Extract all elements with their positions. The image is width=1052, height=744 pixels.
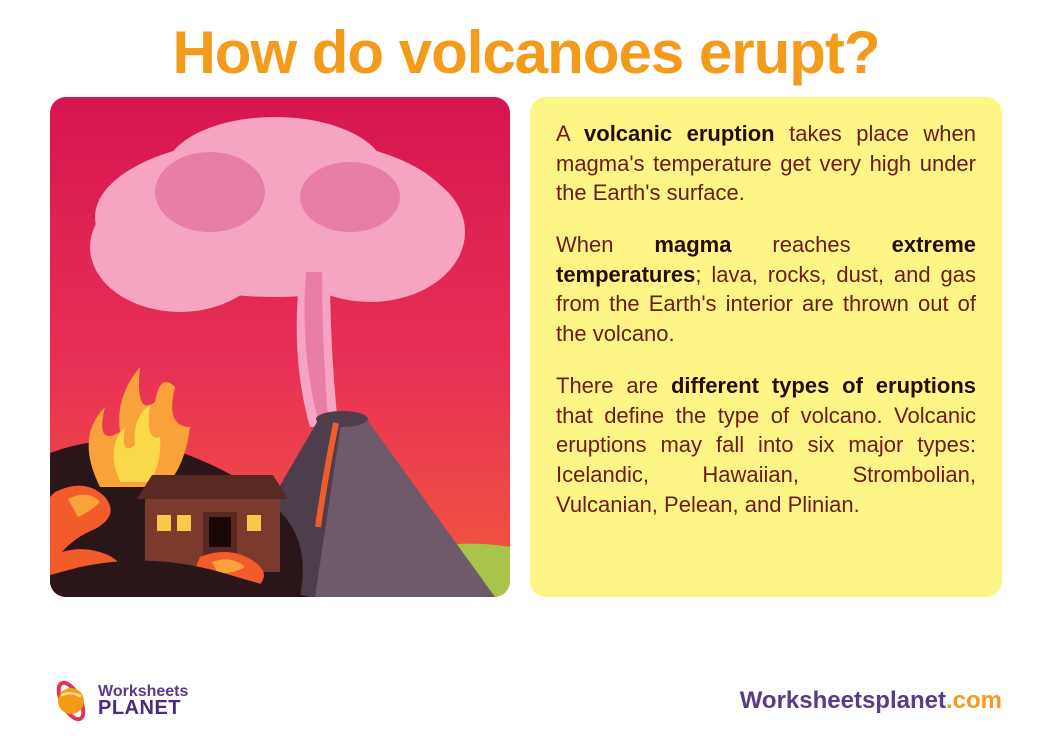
url-tld: .com [946,687,1002,714]
content-row: A volcanic eruption takes place when mag… [0,97,1052,597]
footer: Worksheets PLANET Worksheetsplanet.com [0,680,1052,722]
site-url: Worksheetsplanet.com [740,687,1002,715]
bold-term: volcanic eruption [584,121,775,146]
brand-logo: Worksheets PLANET [50,680,188,722]
volcano-illustration [50,97,510,597]
page-title: How do volcanoes erupt? [0,0,1052,97]
paragraph-1: A volcanic eruption takes place when mag… [556,119,976,208]
paragraph-2: When magma reaches extreme temperatures;… [556,230,976,349]
url-main: Worksheetsplanet [740,687,946,714]
info-text-panel: A volcanic eruption takes place when mag… [530,97,1002,597]
brand-line-2: PLANET [98,699,188,718]
brand-text: Worksheets PLANET [98,684,188,718]
bold-term: magma [654,232,731,257]
paragraph-3: There are different types of eruptions t… [556,371,976,519]
bold-term: different types of eruptions [671,373,976,398]
planet-icon [50,680,92,722]
